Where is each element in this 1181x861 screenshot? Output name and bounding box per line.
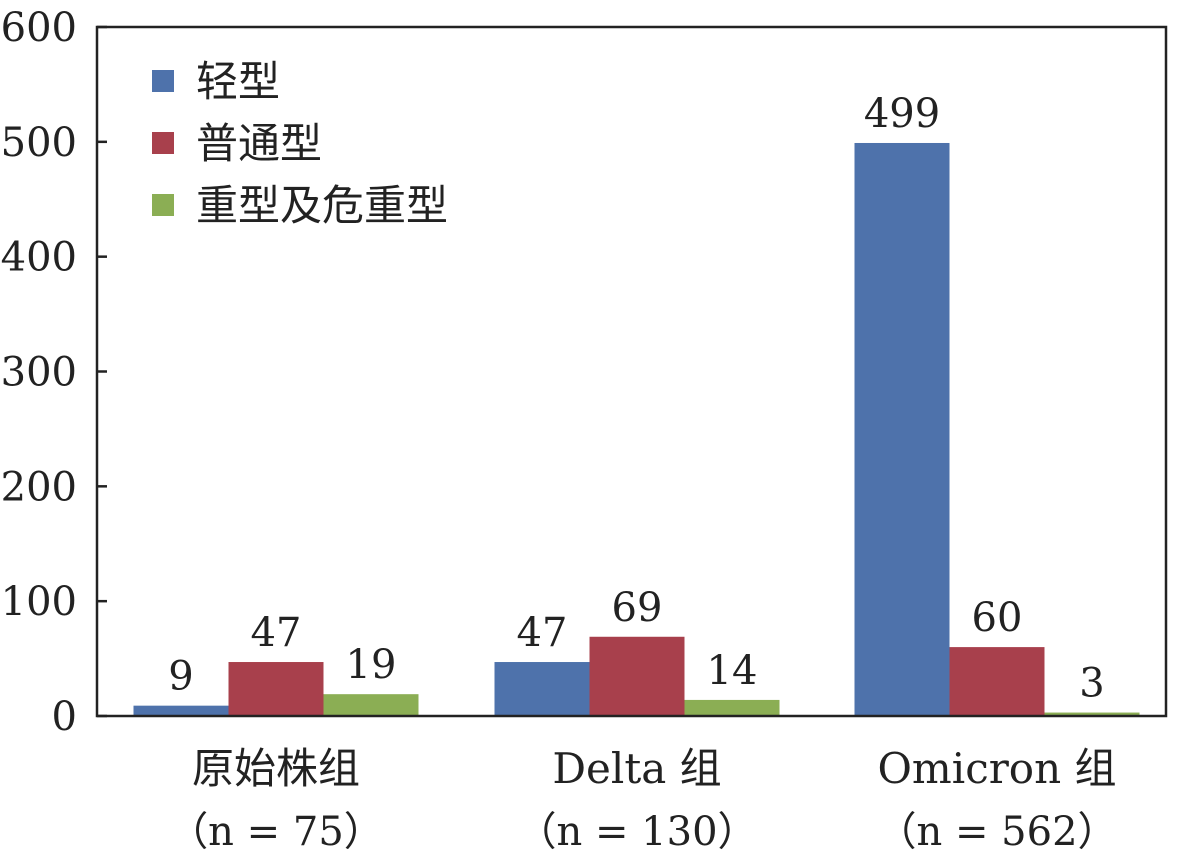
data-label: 3 [1079,661,1104,707]
legend-swatch [152,194,174,216]
y-tick-label: 0 [52,694,77,740]
x-category-sublabel: （n = 562） [876,809,1117,855]
y-tick-label: 500 [1,120,77,166]
bar-3-2 [684,699,780,716]
bar-1-1 [133,705,229,716]
bar-3-3 [1044,712,1140,716]
x-category-label: 原始株组 [192,744,360,793]
data-label: 499 [864,91,940,137]
data-label: 14 [707,648,758,694]
bar-2-3 [949,647,1045,716]
bar-1-3 [854,142,950,716]
data-label: 47 [251,610,302,656]
legend-swatch [152,70,174,92]
x-category-sublabel: （n = 130） [516,809,757,855]
data-label: 9 [168,654,193,700]
data-label: 69 [612,585,663,631]
bar-3-1 [323,694,419,716]
x-category-label: Omicron 组 [878,744,1117,793]
x-category-label: Delta 组 [552,744,721,793]
y-tick-label: 100 [1,579,77,625]
bar-2-2 [589,636,685,716]
y-tick-label: 300 [1,350,77,396]
data-label: 60 [972,595,1023,641]
data-label: 19 [346,642,397,688]
bar-1-2 [494,662,590,716]
data-label: 47 [517,610,568,656]
legend-label: 重型及危重型 [196,181,448,230]
bar-2-1 [228,662,324,716]
legend-swatch [152,132,174,154]
legend-label: 普通型 [196,119,322,168]
legend-label: 轻型 [196,57,280,106]
y-tick-label: 200 [1,464,77,510]
x-category-sublabel: （n = 75） [168,809,384,855]
y-tick-label: 400 [1,235,77,281]
y-tick-label: 600 [1,5,77,51]
